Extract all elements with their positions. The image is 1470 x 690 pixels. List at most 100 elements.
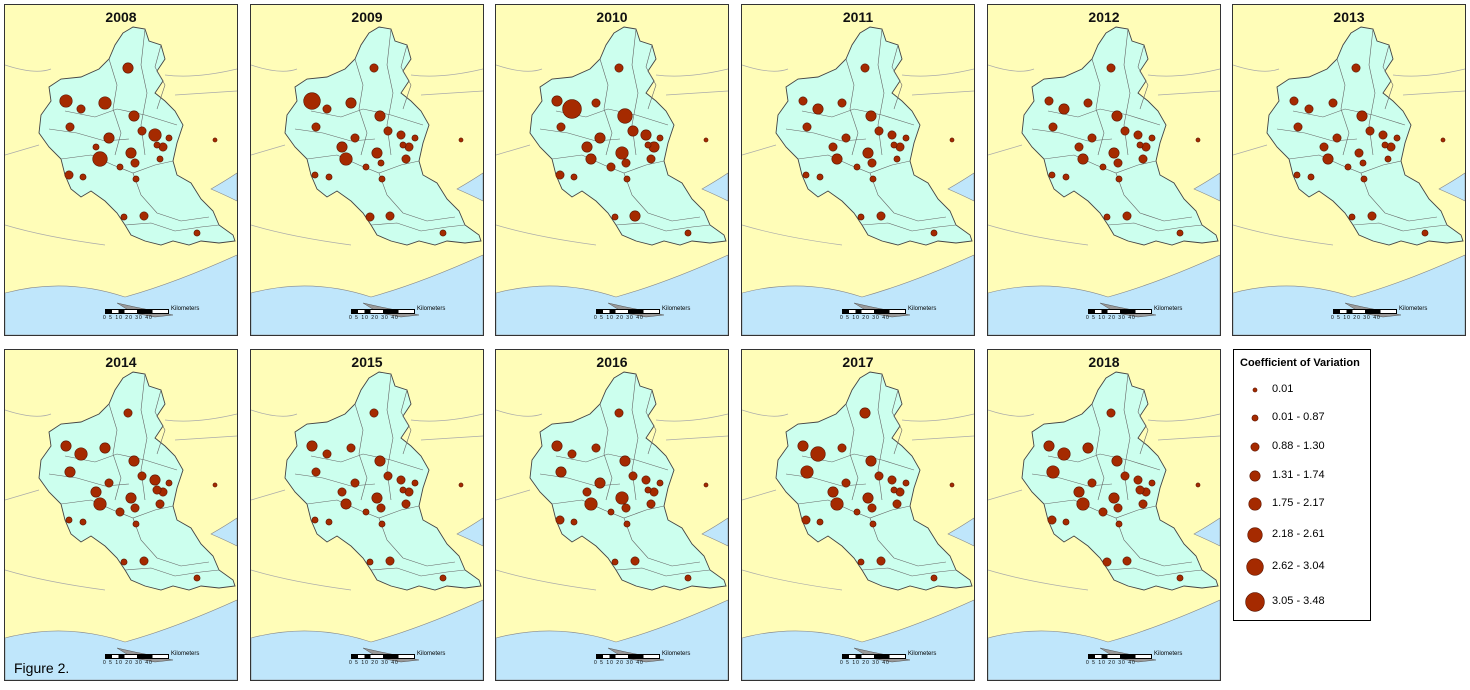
legend-label: 1.75 - 2.17 [1272, 497, 1325, 509]
cv-symbol [628, 471, 638, 481]
map-panel-2010: 2010 Kilometers 0 5 10 20 30 40 [495, 4, 729, 336]
basin [775, 26, 973, 246]
cv-symbol [401, 154, 411, 164]
legend-symbol [1247, 527, 1263, 543]
cv-symbol [322, 449, 332, 459]
cv-symbol [1046, 465, 1060, 479]
cv-symbol [1083, 98, 1093, 108]
map-panel-2017: 2017 Kilometers 0 5 10 20 30 40 [741, 349, 975, 681]
cv-symbol [439, 229, 447, 237]
basin [284, 371, 482, 591]
cv-symbol [212, 482, 218, 488]
cv-symbol [79, 518, 87, 526]
map-canvas [251, 5, 483, 335]
figure-label: Figure 2. [14, 660, 70, 676]
cv-symbol [1307, 173, 1315, 181]
basin [529, 371, 727, 591]
cv-symbol [1048, 171, 1056, 179]
cv-symbol [399, 141, 407, 149]
cv-symbol [306, 440, 318, 452]
cv-symbol [322, 104, 332, 114]
cv-symbol [378, 520, 386, 528]
cv-symbol [1111, 110, 1123, 122]
legend-symbol [1245, 592, 1265, 612]
cv-symbol [837, 443, 847, 453]
cv-symbol [1062, 518, 1070, 526]
cv-symbol [65, 516, 73, 524]
cv-symbol [132, 175, 140, 183]
map-canvas [496, 5, 728, 335]
cv-symbol [59, 94, 73, 108]
cv-symbol [122, 62, 134, 74]
cv-symbol [551, 95, 563, 107]
cv-symbol [860, 63, 870, 73]
cv-symbol [1120, 471, 1130, 481]
cv-symbol [627, 125, 639, 137]
sea [5, 599, 237, 680]
legend-item: 1.75 - 2.17 [1234, 494, 1370, 514]
sea-inlet [947, 172, 974, 202]
map-year-title: 2009 [351, 9, 383, 25]
cv-symbol [876, 556, 886, 566]
cv-symbol [1360, 175, 1368, 183]
sea-inlet [701, 172, 728, 202]
cv-symbol [125, 147, 137, 159]
legend-item: 0.01 - 0.87 [1234, 408, 1370, 428]
legend-label: 1.31 - 1.74 [1272, 469, 1325, 481]
cv-symbol [64, 170, 74, 180]
cv-symbol [684, 574, 692, 582]
cv-symbol [1047, 515, 1057, 525]
cv-symbol [1367, 211, 1377, 221]
basin [775, 371, 973, 591]
cv-symbol [594, 132, 606, 144]
cv-symbol [74, 447, 88, 461]
cv-symbol [120, 213, 128, 221]
legend-symbol [1246, 558, 1264, 576]
cv-symbol [1304, 104, 1314, 114]
sea [988, 599, 1220, 680]
map-panel-2015: 2015 Kilometers 0 5 10 20 30 40 [250, 349, 484, 681]
map-canvas [5, 350, 237, 680]
map-canvas [988, 350, 1220, 680]
sea-inlet [210, 172, 237, 202]
legend-item: 1.31 - 1.74 [1234, 466, 1370, 486]
cv-symbol [376, 503, 386, 513]
cv-symbol [325, 173, 333, 181]
scale-unit: Kilometers [1154, 651, 1183, 657]
sea [988, 254, 1220, 335]
scale-unit: Kilometers [1399, 306, 1428, 312]
cv-symbol [902, 479, 910, 487]
cv-symbol [1322, 153, 1334, 165]
legend-symbol [1249, 470, 1261, 482]
basin [529, 26, 727, 246]
basin [1021, 371, 1219, 591]
map-year-title: 2010 [596, 9, 628, 25]
cv-symbol [165, 134, 173, 142]
cv-symbol [130, 158, 140, 168]
cv-symbol [374, 110, 386, 122]
cv-symbol [869, 175, 877, 183]
scale-ticks: 0 5 10 20 30 40 [1086, 315, 1136, 321]
cv-symbol [65, 122, 75, 132]
cv-symbol [311, 467, 321, 477]
map-canvas [742, 350, 974, 680]
cv-symbol [1044, 96, 1054, 106]
cv-symbol [1106, 408, 1116, 418]
cv-symbol [1113, 158, 1123, 168]
map-panel-2012: 2012 Kilometers 0 5 10 20 30 40 [987, 4, 1221, 336]
scale-unit: Kilometers [908, 306, 937, 312]
cv-symbol [640, 129, 652, 141]
cv-symbol [1176, 229, 1184, 237]
map-canvas [1233, 5, 1465, 335]
scale-unit: Kilometers [417, 651, 446, 657]
cv-symbol [802, 171, 810, 179]
scale-unit: Kilometers [662, 651, 691, 657]
map-panel-2013: 2013 Kilometers 0 5 10 20 30 40 [1232, 4, 1466, 336]
cv-symbol [1120, 126, 1130, 136]
cv-symbol [1076, 497, 1090, 511]
cv-symbol [345, 97, 357, 109]
cv-symbol [128, 110, 140, 122]
scale-bar: Kilometers 0 5 10 20 30 40 [103, 651, 215, 672]
cv-symbol [837, 98, 847, 108]
map-canvas [251, 350, 483, 680]
